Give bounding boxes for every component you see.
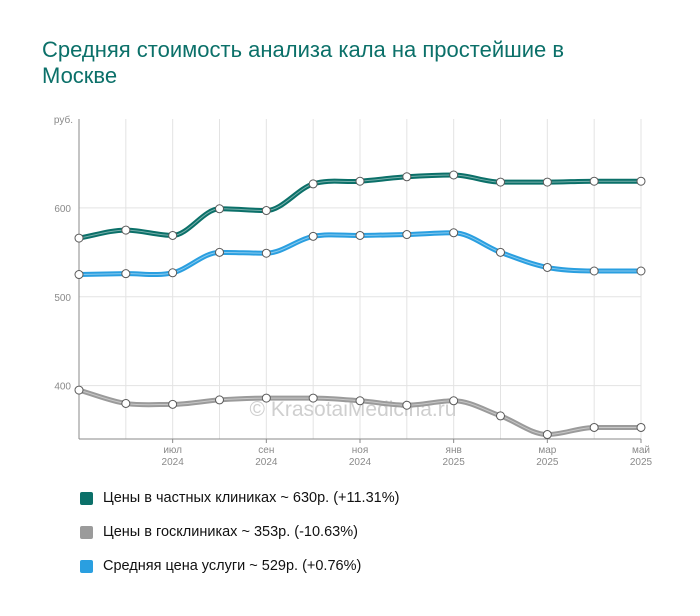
data-point-public — [496, 411, 505, 421]
y-tick-label: 400 — [54, 382, 71, 393]
x-tick-year: 2025 — [630, 457, 653, 468]
data-point-private — [308, 179, 318, 189]
data-point-private — [449, 170, 459, 180]
data-point-private — [589, 176, 599, 186]
legend-label-average: Средняя цена услуги ~ 529р. (+0.76%) — [103, 558, 362, 574]
data-point-average — [636, 266, 646, 276]
x-tick-month: ноя — [352, 445, 369, 456]
chart-title: Средняя стоимость анализа кала на просте… — [42, 37, 565, 88]
legend-label-private: Цены в частных клиниках ~ 630р. (+11.31%… — [103, 490, 400, 506]
data-point-private — [168, 230, 178, 240]
data-point-average — [355, 230, 365, 240]
y-tick-label: 500 — [54, 293, 71, 304]
data-point-private — [261, 206, 271, 216]
data-point-public — [589, 422, 599, 432]
legend-item-public[interactable]: Цены в госклиниках ~ 353р. (-10.63%) — [80, 522, 399, 542]
x-tick-year: 2024 — [349, 457, 372, 468]
data-point-private — [215, 204, 224, 214]
x-tick-month: янв — [446, 445, 462, 456]
data-point-public — [542, 430, 552, 440]
y-axis-unit-label: руб. — [54, 114, 73, 126]
data-point-public — [449, 396, 459, 406]
data-point-public — [215, 395, 224, 405]
x-tick-year: 2024 — [255, 457, 278, 468]
x-tick-year: 2025 — [443, 457, 466, 468]
data-point-public — [355, 396, 365, 406]
legend-label-public: Цены в госклиниках ~ 353р. (-10.63%) — [103, 524, 358, 540]
data-point-private — [121, 225, 131, 235]
legend-swatch-public — [80, 525, 93, 539]
data-points — [74, 170, 646, 440]
data-point-average — [542, 262, 552, 272]
x-tick-year: 2024 — [162, 457, 185, 468]
data-point-average — [121, 269, 131, 279]
data-point-private — [636, 176, 646, 186]
line-chart: © KrasotaiMedicina.ru руб.400500600июл20… — [54, 114, 653, 468]
data-point-average — [168, 268, 178, 278]
legend-item-private[interactable]: Цены в частных клиниках ~ 630р. (+11.31%… — [80, 488, 399, 508]
data-point-average — [74, 270, 84, 280]
data-point-public — [636, 422, 646, 432]
legend-item-average[interactable]: Средняя цена услуги ~ 529р. (+0.76%) — [80, 556, 399, 576]
x-tick-month: май — [632, 445, 650, 456]
x-tick-month: мар — [538, 445, 556, 456]
x-tick-year: 2025 — [536, 457, 559, 468]
y-tick-label: 600 — [54, 204, 71, 215]
data-point-public — [74, 385, 84, 395]
chart-grid — [78, 119, 642, 439]
legend-swatch-average — [80, 559, 93, 573]
data-point-average — [261, 248, 271, 258]
x-tick-month: июл — [163, 445, 182, 456]
data-point-average — [449, 228, 459, 238]
data-point-public — [121, 398, 131, 408]
data-point-public — [308, 393, 318, 403]
data-point-average — [215, 247, 224, 257]
data-point-private — [402, 172, 412, 182]
data-point-public — [261, 393, 271, 403]
data-point-average — [496, 247, 505, 257]
data-point-private — [542, 177, 552, 187]
x-tick-month: сен — [258, 445, 274, 456]
legend-swatch-private — [80, 491, 93, 505]
data-point-private — [496, 177, 505, 187]
data-point-average — [589, 266, 599, 276]
data-point-average — [402, 230, 412, 240]
data-point-public — [168, 399, 178, 409]
chart-legend: Цены в частных клиниках ~ 630р. (+11.31%… — [80, 488, 399, 590]
data-point-public — [402, 400, 412, 410]
data-point-private — [74, 233, 84, 243]
data-point-average — [308, 231, 318, 241]
data-point-private — [355, 176, 365, 186]
